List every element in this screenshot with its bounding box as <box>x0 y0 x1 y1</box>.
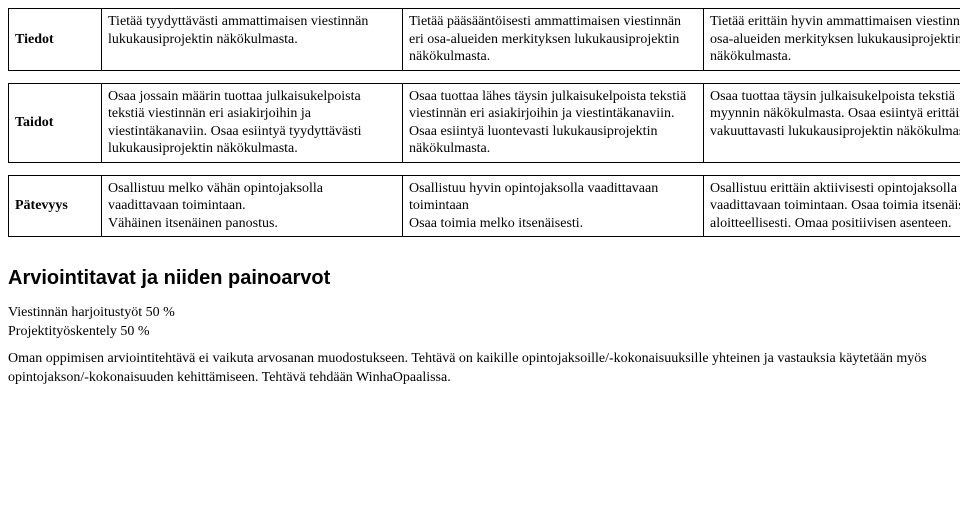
cell: Osaa jossain määrin tuottaa julkaisukelp… <box>102 83 403 162</box>
cell: Tietää pääsääntöisesti ammattimaisen vie… <box>403 9 704 71</box>
cell: Osallistuu hyvin opintojaksolla vaaditta… <box>403 175 704 237</box>
section-heading: Arviointitavat ja niiden painoarvot <box>8 267 952 290</box>
cell: Osaa tuottaa lähes täysin julkaisukelpoi… <box>403 83 704 162</box>
row-header-patevyys: Pätevyys <box>9 175 102 237</box>
self-assessment-note: Oman oppimisen arviointitehtävä ei vaiku… <box>8 350 952 388</box>
assessment-criteria-table: Taidot Osaa jossain määrin tuottaa julka… <box>8 83 960 163</box>
weight-line-2: Projektityöskentely 50 % <box>8 324 150 339</box>
assessment-criteria-table: Tiedot Tietää tyydyttävästi ammattimaise… <box>8 8 960 71</box>
table-row: Pätevyys Osallistuu melko vähän opintoja… <box>9 175 960 237</box>
row-header-taidot: Taidot <box>9 83 102 162</box>
table-row: Tiedot Tietää tyydyttävästi ammattimaise… <box>9 9 960 71</box>
cell: Osallistuu erittäin aktiivisesti opintoj… <box>704 175 960 237</box>
weight-line-1: Viestinnän harjoitustyöt 50 % <box>8 305 175 320</box>
cell: Tietää tyydyttävästi ammattimaisen viest… <box>102 9 403 71</box>
cell: Osallistuu melko vähän opintojaksolla va… <box>102 175 403 237</box>
weights-text: Viestinnän harjoitustyöt 50 % Projektity… <box>8 304 952 342</box>
row-header-tiedot: Tiedot <box>9 9 102 71</box>
assessment-criteria-table: Pätevyys Osallistuu melko vähän opintoja… <box>8 175 960 238</box>
cell: Tietää erittäin hyvin ammattimaisen vies… <box>704 9 960 71</box>
table-row: Taidot Osaa jossain määrin tuottaa julka… <box>9 83 960 162</box>
cell: Osaa tuottaa täysin julkaisukelpoista te… <box>704 83 960 162</box>
